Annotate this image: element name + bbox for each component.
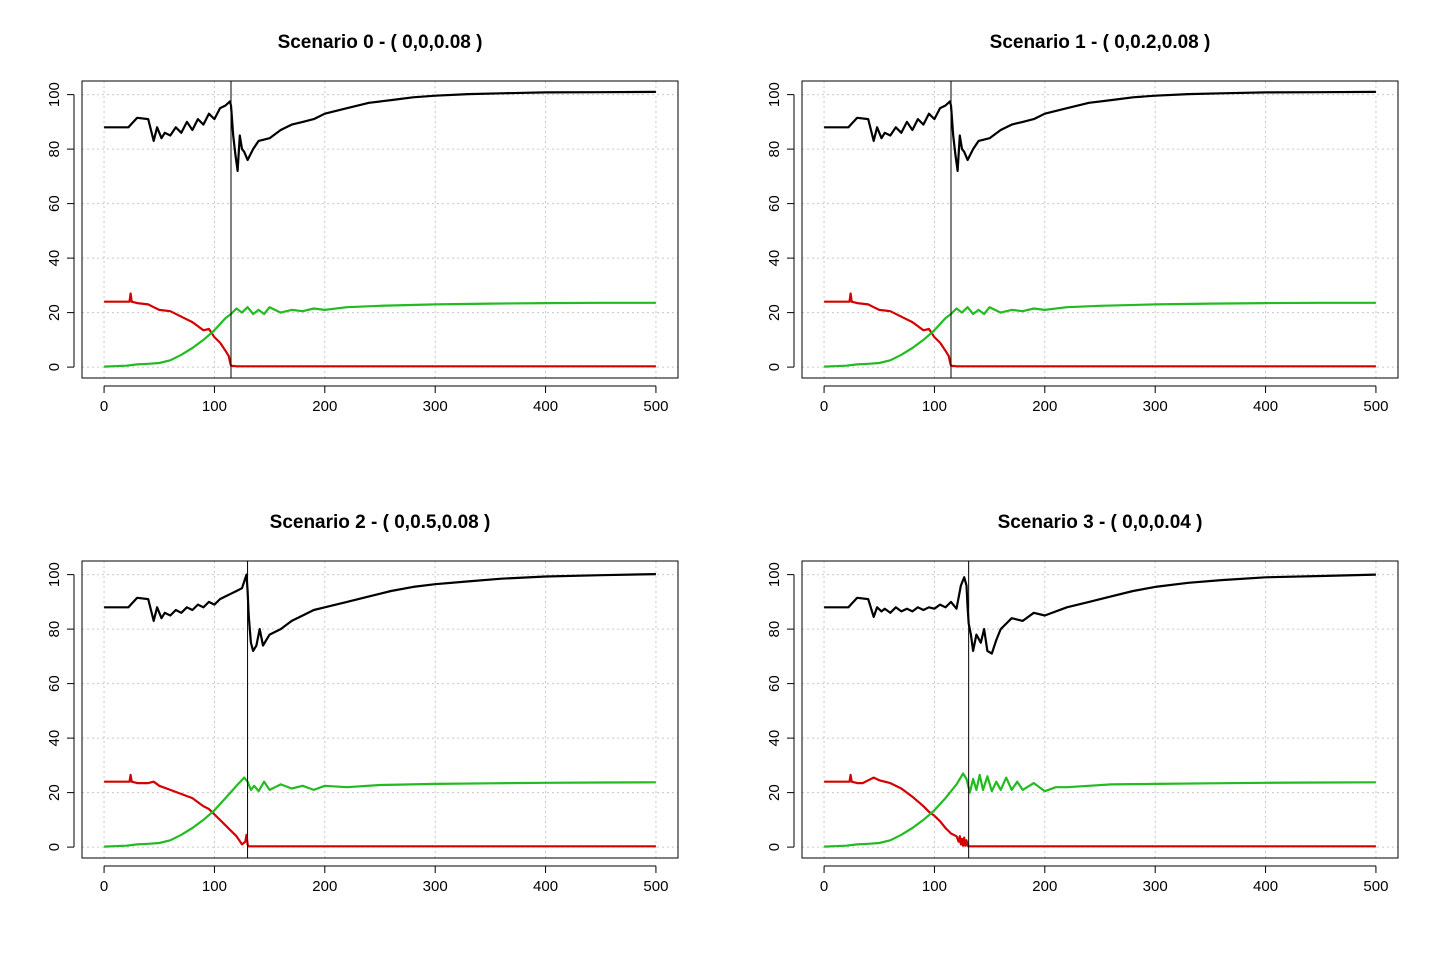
series-line-1 [824, 292, 1376, 368]
x-tick-label: 100 [202, 398, 227, 415]
x-tick-label: 500 [1363, 878, 1388, 895]
x-tick-label: 400 [1253, 398, 1278, 415]
series-line-0 [104, 90, 656, 172]
series-line-2 [104, 301, 656, 368]
series-line-1 [824, 773, 1376, 848]
y-tick-label: 20 [46, 304, 63, 321]
x-tick-label: 100 [202, 878, 227, 895]
y-tick-label: 100 [46, 562, 63, 587]
y-tick-label: 20 [766, 304, 783, 321]
y-tick-label: 40 [46, 730, 63, 747]
y-tick-label: 40 [46, 250, 63, 267]
x-tick-label: 200 [312, 878, 337, 895]
x-tick-label: 100 [922, 878, 947, 895]
y-tick-label: 0 [766, 363, 783, 371]
x-tick-label: 0 [100, 398, 108, 415]
chart-panel-0: Scenario 0 - ( 0,0,0.08 )0 100 200 300 400 50… [46, 32, 679, 415]
x-tick-label: 0 [820, 878, 828, 895]
x-tick-label: 200 [1032, 878, 1057, 895]
y-tick-label: 80 [46, 621, 63, 638]
x-tick-label: 200 [1032, 398, 1057, 415]
series-line-0 [824, 573, 1376, 655]
chart-panel-1: Scenario 1 - ( 0,0.2,0.08 )0 100 200 300 400… [766, 32, 1399, 415]
series-line-0 [824, 90, 1376, 172]
x-tick-label: 500 [643, 878, 668, 895]
chart-panel-3: Scenario 3 - ( 0,0,0.04 )0 100 200 300 400 50… [766, 512, 1399, 895]
chart-title: Scenario 0 - ( 0,0,0.08 ) [278, 32, 483, 53]
y-tick-label: 100 [766, 82, 783, 107]
chart-title: Scenario 3 - ( 0,0,0.04 ) [998, 512, 1203, 533]
x-tick-label: 100 [922, 398, 947, 415]
plot-frame [81, 560, 679, 859]
y-tick-label: 20 [46, 784, 63, 801]
x-tick-label: 400 [533, 398, 558, 415]
plot-frame [81, 80, 679, 379]
y-tick-label: 40 [766, 730, 783, 747]
x-tick-label: 500 [1363, 398, 1388, 415]
x-tick-label: 500 [643, 398, 668, 415]
y-tick-label: 80 [46, 141, 63, 158]
plot-frame [801, 80, 1399, 379]
series-line-2 [824, 301, 1376, 368]
y-tick-label: 80 [766, 141, 783, 158]
x-tick-label: 300 [423, 398, 448, 415]
y-tick-label: 0 [46, 843, 63, 851]
series-line-2 [824, 772, 1376, 848]
y-tick-label: 40 [766, 250, 783, 267]
y-tick-label: 60 [766, 675, 783, 692]
chart-panel-2: Scenario 2 - ( 0,0.5,0.08 )0 100 200 300 400… [46, 512, 679, 895]
plot-frame [801, 560, 1399, 859]
y-tick-label: 60 [46, 195, 63, 212]
x-tick-label: 0 [820, 398, 828, 415]
y-tick-label: 100 [766, 562, 783, 587]
x-tick-label: 400 [533, 878, 558, 895]
y-tick-label: 100 [46, 82, 63, 107]
x-tick-label: 400 [1253, 878, 1278, 895]
series-line-1 [104, 292, 656, 368]
y-tick-label: 60 [766, 195, 783, 212]
y-tick-label: 0 [766, 843, 783, 851]
series-line-2 [104, 776, 656, 848]
y-tick-label: 60 [46, 675, 63, 692]
x-tick-label: 200 [312, 398, 337, 415]
y-tick-label: 20 [766, 784, 783, 801]
x-tick-label: 300 [1143, 878, 1168, 895]
x-tick-label: 0 [100, 878, 108, 895]
y-tick-label: 0 [46, 363, 63, 371]
chart-title: Scenario 2 - ( 0,0.5,0.08 ) [270, 512, 491, 533]
y-tick-label: 80 [766, 621, 783, 638]
x-tick-label: 300 [1143, 398, 1168, 415]
x-tick-label: 300 [423, 878, 448, 895]
chart-title: Scenario 1 - ( 0,0.2,0.08 ) [990, 32, 1211, 53]
series-line-0 [104, 573, 656, 653]
